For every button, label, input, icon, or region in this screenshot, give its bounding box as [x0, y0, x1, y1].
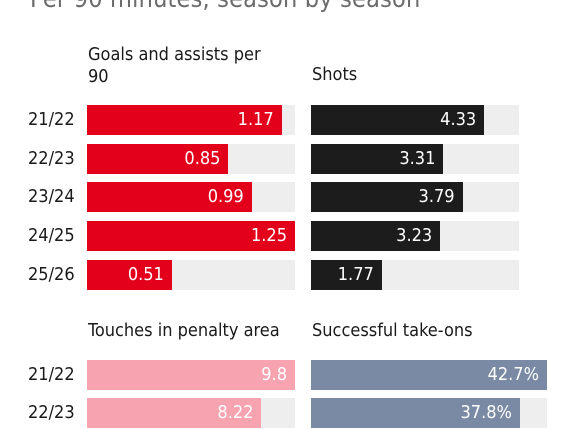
bar-value-label: 1.25 [250, 225, 287, 246]
panel-title: Goals and assists per 90 [88, 44, 261, 87]
bar: 1.25 [87, 221, 295, 251]
panel-title: Shots [312, 64, 358, 85]
bar-track: 1.77 [311, 260, 519, 290]
bar: 37.8% [311, 398, 520, 428]
bar-value-label: 8.22 [217, 402, 254, 423]
bar-track: 0.99 [87, 182, 295, 212]
bar-value-label: 3.31 [399, 148, 436, 169]
bar-value-label: 0.99 [207, 186, 244, 207]
bar-track: 42.7% [311, 360, 547, 390]
bar: 4.33 [311, 105, 485, 135]
bar: 1.17 [87, 105, 282, 135]
bar: 3.23 [311, 221, 441, 251]
bar: 0.99 [87, 182, 252, 212]
bar: 3.79 [311, 182, 463, 212]
bar-track: 37.8% [311, 398, 547, 428]
bar: 3.31 [311, 144, 444, 174]
season-label: 21/22 [28, 364, 75, 385]
season-label: 21/22 [28, 109, 75, 130]
bar: 9.8 [87, 360, 295, 390]
chart-subtitle: Per 90 minutes, season by season [30, 0, 420, 13]
bar-track: 1.17 [87, 105, 295, 135]
panel-title: Touches in penalty area [88, 320, 280, 341]
bar-track: 0.85 [87, 144, 295, 174]
bar-value-label: 37.8% [460, 402, 512, 423]
bar-track: 3.79 [311, 182, 519, 212]
bar-value-label: 1.17 [237, 109, 274, 130]
season-label: 22/23 [28, 402, 75, 423]
bar: 8.22 [87, 398, 262, 428]
bar: 0.85 [87, 144, 229, 174]
bar-track: 1.25 [87, 221, 295, 251]
bar-track: 3.31 [311, 144, 519, 174]
season-label: 23/24 [28, 186, 75, 207]
bar-value-label: 3.79 [418, 186, 455, 207]
bar-track: 0.51 [87, 260, 295, 290]
bar-value-label: 0.51 [127, 264, 164, 285]
bar-track: 8.22 [87, 398, 295, 428]
season-label: 22/23 [28, 148, 75, 169]
bar: 0.51 [87, 260, 172, 290]
bar-value-label: 9.8 [261, 364, 287, 385]
bar: 42.7% [311, 360, 547, 390]
bar-value-label: 4.33 [440, 109, 477, 130]
bar-value-label: 3.23 [396, 225, 433, 246]
bar: 1.77 [311, 260, 382, 290]
panel-title: Successful take-ons [312, 320, 473, 341]
season-label: 24/25 [28, 225, 75, 246]
bar-value-label: 1.77 [337, 264, 374, 285]
bar-track: 9.8 [87, 360, 295, 390]
bar-track: 4.33 [311, 105, 519, 135]
season-label: 25/26 [28, 264, 75, 285]
bar-value-label: 42.7% [487, 364, 539, 385]
bar-track: 3.23 [311, 221, 519, 251]
bar-value-label: 0.85 [184, 148, 221, 169]
